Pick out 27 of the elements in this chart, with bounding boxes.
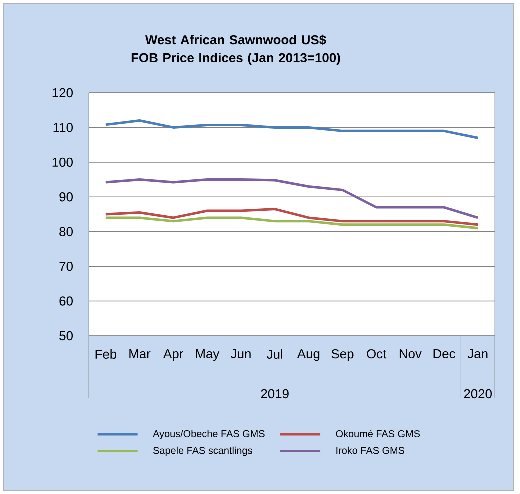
x-tick-label: Oct: [367, 350, 387, 359]
y-tick-label: 110: [54, 123, 73, 132]
legend-label: Sapele FAS scantlings: [154, 446, 252, 456]
text: 2020: [464, 389, 492, 399]
x-tick-label: Mar: [130, 350, 151, 359]
y-tick-label: 50: [60, 331, 73, 341]
chart-title: West African Sawnwood US$ FOB Price Indices (Jan 2013=100): [132, 34, 340, 66]
legend-label: Okoumé FAS GMS: [336, 430, 420, 438]
legend-label: Ayous/Obeche FAS GMS: [153, 430, 265, 440]
legend-label: Iroko FAS GMS: [336, 446, 405, 454]
x-tick-label: Jun: [231, 350, 251, 359]
x-tick-label: Apr: [164, 350, 184, 362]
y-tick-label: 60: [60, 296, 73, 306]
text: 2019: [261, 389, 289, 399]
x-tick-label: Aug: [297, 350, 320, 362]
x-tick-label: Jul: [267, 350, 283, 360]
y-tick-label: 120: [52, 88, 73, 98]
y-tick-label: 70: [60, 262, 73, 272]
x-tick-label: Feb: [96, 350, 117, 360]
x-tick-label: Sep: [332, 350, 354, 362]
x-tick-label: Dec: [434, 350, 456, 359]
x-tick-label: Jan: [468, 350, 488, 359]
x-tick-label: May: [196, 350, 220, 362]
y-tick-label: 80: [60, 227, 73, 236]
x-tick-label: Nov: [400, 350, 422, 359]
y-tick-label: 90: [60, 192, 73, 202]
y-tick-label: 100: [52, 158, 73, 168]
